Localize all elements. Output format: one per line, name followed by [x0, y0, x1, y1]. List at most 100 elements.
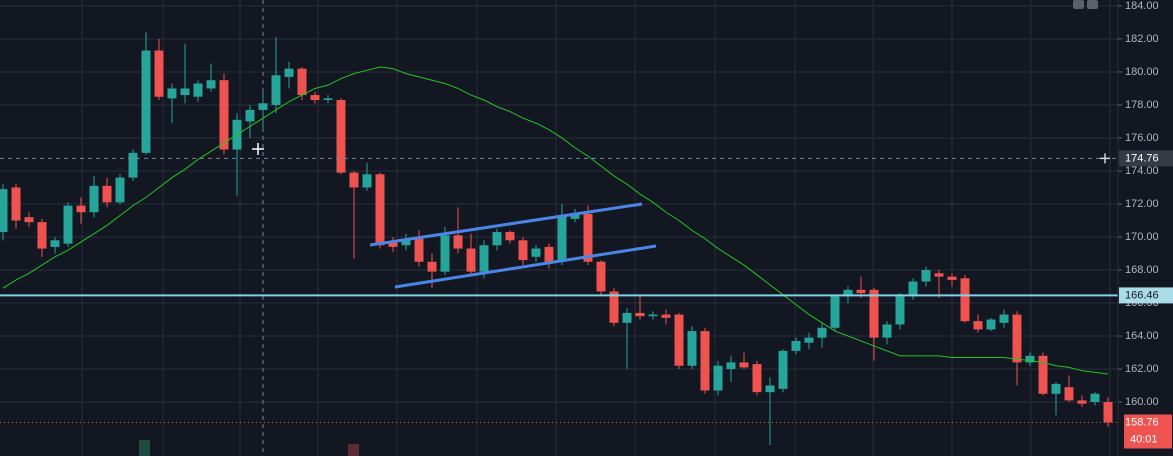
icon[interactable]: [1073, 0, 1084, 9]
countdown: 40:01: [1130, 433, 1158, 445]
candle-body: [999, 314, 1009, 323]
candle-body: [973, 321, 983, 330]
candle-body: [466, 248, 476, 272]
candle-body: [960, 278, 970, 322]
candle-body: [401, 238, 411, 246]
candle-body: [700, 331, 710, 391]
y-tick-label: 172.00: [1125, 198, 1159, 210]
candle-body: [297, 68, 307, 96]
y-tick-label: 176.00: [1125, 132, 1159, 144]
candle-body: [63, 205, 73, 244]
y-tick-label: 170.00: [1125, 231, 1159, 243]
candle-body: [193, 83, 203, 97]
candle-body: [518, 240, 528, 261]
candle-body: [453, 235, 463, 249]
candle-body: [1051, 383, 1061, 394]
candle-body: [674, 314, 684, 366]
candle-body: [271, 75, 281, 105]
moving-average: [2, 66, 1109, 375]
crosshair-tag: [1119, 150, 1173, 167]
y-tick-label: 164.00: [1125, 330, 1159, 342]
y-tick-label: 178.00: [1125, 99, 1159, 111]
candle-body: [50, 240, 60, 247]
candle-body: [414, 238, 424, 262]
candle-body: [1064, 387, 1074, 401]
candle-body: [687, 331, 697, 366]
last-price-label: 158.76: [1125, 416, 1159, 428]
price-tag-label: 166.46: [1125, 289, 1159, 301]
candle-body: [596, 261, 606, 292]
candle-body: [440, 235, 450, 272]
candle-body: [752, 364, 762, 393]
y-tick-label: 168.00: [1125, 264, 1159, 276]
price-axis: 160.00162.00164.00166.00168.00170.00172.…: [1100, 0, 1173, 456]
candle-body: [336, 100, 346, 173]
candle-body: [570, 213, 580, 219]
candle-body: [1012, 314, 1022, 363]
candle-body: [505, 232, 515, 241]
candle-body: [713, 365, 723, 391]
candle-body: [1103, 402, 1113, 423]
candle-body: [531, 248, 541, 257]
candle-body: [895, 296, 905, 325]
y-tick-label: 162.00: [1125, 363, 1159, 375]
candle-body: [115, 177, 125, 203]
candle-body: [661, 314, 671, 318]
candle-body: [648, 314, 658, 317]
candle-body: [635, 312, 645, 317]
y-tick-label: 180.00: [1125, 66, 1159, 78]
candle-body: [0, 189, 8, 233]
candle-body: [362, 174, 372, 188]
cursor: [252, 143, 264, 155]
candle-body: [141, 50, 151, 153]
candle-body: [765, 385, 775, 393]
plot: [0, 32, 1118, 445]
y-tick-label: 184.00: [1125, 0, 1159, 12]
plus-icon: [1100, 153, 1110, 164]
candle-body: [128, 152, 138, 178]
volume-bar: [139, 440, 150, 456]
candle-body: [726, 362, 736, 370]
candle-body: [492, 232, 502, 246]
candle-body: [37, 222, 47, 249]
candle-body: [258, 103, 268, 110]
candle-body: [739, 362, 749, 368]
candle-body: [11, 187, 21, 221]
candle-body: [843, 289, 853, 297]
price-tag: [1119, 287, 1173, 304]
candle-body: [89, 185, 99, 213]
candle-body: [349, 172, 359, 188]
candle-body: [1077, 400, 1087, 404]
candle-body: [1025, 355, 1035, 363]
candle-body: [830, 296, 840, 328]
candle-body: [856, 289, 866, 294]
candle-body: [284, 68, 294, 77]
channel-line: [394, 244, 657, 289]
grid: [0, 0, 1118, 456]
candle-body: [804, 337, 814, 343]
candle-body: [986, 319, 996, 330]
candle-body: [544, 246, 554, 262]
candle-body: [778, 350, 788, 389]
candle-body: [206, 80, 216, 89]
candle-body: [245, 109, 255, 122]
candle-body: [1090, 393, 1100, 403]
candle-body: [102, 185, 112, 203]
icon[interactable]: [1087, 0, 1098, 9]
candle-body: [479, 245, 489, 272]
y-tick-label: 160.00: [1125, 396, 1159, 408]
y-tick-label: 182.00: [1125, 33, 1159, 45]
candle-body: [934, 273, 944, 277]
candle-body: [180, 88, 190, 96]
candle-body: [310, 95, 320, 101]
candle-body: [1038, 355, 1048, 394]
candle-body: [882, 324, 892, 338]
candle-body: [76, 205, 86, 213]
candle-body: [167, 88, 177, 99]
candle-body: [427, 261, 437, 272]
candle-body: [24, 217, 34, 223]
candle-body: [817, 327, 827, 338]
candle-body: [323, 98, 333, 101]
candle-body: [908, 281, 918, 297]
